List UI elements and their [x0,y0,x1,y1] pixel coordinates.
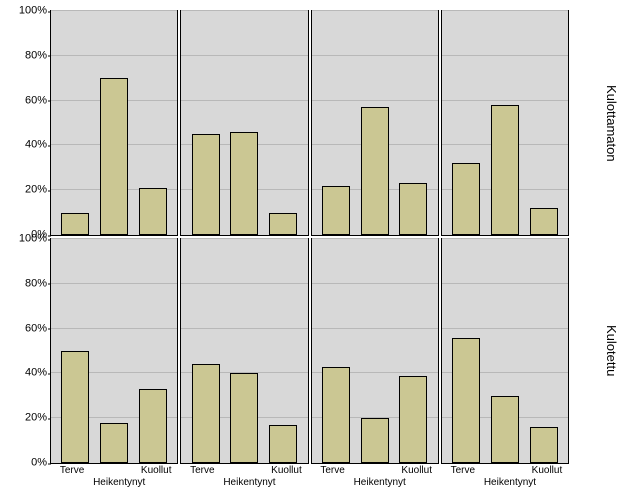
chart-panel [311,10,439,236]
chart-panel: TerveHeikentynytKuollut [441,238,569,464]
y-tick-label: 100% [11,234,47,245]
bar [491,105,519,235]
bar [491,396,519,463]
bar [192,364,220,463]
bar [322,186,350,235]
row-label: Kulottamaton [604,10,619,237]
x-axis: TerveHeikentynytKuollut [442,465,568,493]
bar [269,425,297,463]
y-axis: 0%20%40%60%80%100% [11,239,47,463]
bar [361,107,389,235]
x-tick-label: Kuollut [135,465,177,476]
x-axis: TerveHeikentynytKuollut [312,465,438,493]
bar [230,373,258,463]
bar [192,134,220,235]
chart-panel: 0%20%40%60%80%100% [50,10,178,236]
x-tick-label: Heikentynyt [354,477,396,488]
chart-container: Kulotus Ei käsittelyäMaankäsittelyAitaus… [0,0,629,504]
bar [230,132,258,235]
x-tick-label: Heikentynyt [223,477,265,488]
bar [399,183,427,235]
bar [61,213,89,235]
x-tick-label: Terve [312,465,354,476]
bar [322,367,350,463]
y-tick-label: 80% [11,278,47,289]
chart-panel [441,10,569,236]
bar [361,418,389,463]
y-tick-label: 20% [11,413,47,424]
x-tick-label: Terve [181,465,223,476]
bar [100,423,128,463]
bar [530,427,558,463]
y-tick-label: 100% [11,6,47,17]
row-label: Kulotettu [604,237,619,464]
bar [139,188,167,235]
x-tick-label: Kuollut [526,465,568,476]
bar [100,78,128,235]
y-tick-label: 40% [11,368,47,379]
x-tick-label: Heikentynyt [484,477,526,488]
x-tick-label: Terve [51,465,93,476]
x-axis: TerveHeikentynytKuollut [181,465,307,493]
bar [452,163,480,235]
bar [139,389,167,463]
y-tick-label: 40% [11,140,47,151]
x-tick-label: Kuollut [265,465,307,476]
bar [399,376,427,463]
x-tick-label: Terve [442,465,484,476]
x-tick-label: Kuollut [396,465,438,476]
x-axis: TerveHeikentynytKuollut [51,465,177,493]
chart-panel: TerveHeikentynytKuollut [311,238,439,464]
y-tick-label: 60% [11,323,47,334]
panel-grid: Ei käsittelyäMaankäsittelyAitausAitaus +… [50,10,569,464]
y-tick-label: 20% [11,185,47,196]
bar [269,213,297,235]
y-tick-label: 0% [11,458,47,469]
chart-panel [180,10,308,236]
y-axis: 0%20%40%60%80%100% [11,11,47,235]
bar [61,351,89,463]
y-tick-label: 60% [11,95,47,106]
bar [452,338,480,463]
chart-panel: 0%20%40%60%80%100%TerveHeikentynytKuollu… [50,238,178,464]
column-header: Aitaus +maankäsittely [439,0,569,1]
chart-panel: TerveHeikentynytKuollut [180,238,308,464]
bar [530,208,558,235]
x-tick-label: Heikentynyt [93,477,135,488]
y-tick-label: 80% [11,50,47,61]
